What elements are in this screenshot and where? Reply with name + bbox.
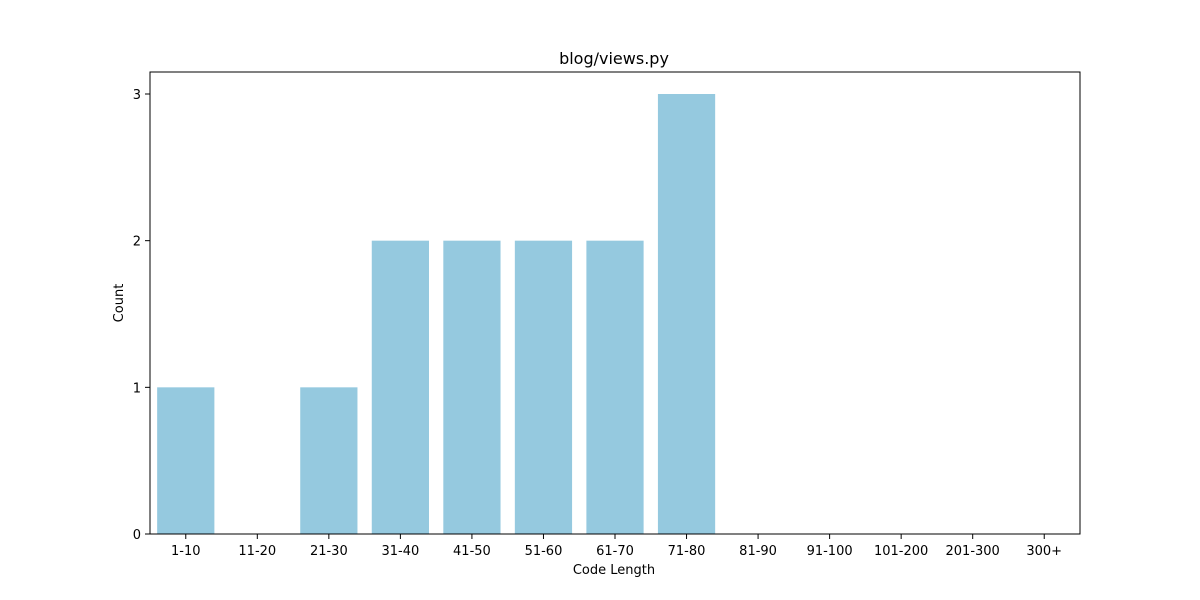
x-tick-label: 41-50 bbox=[453, 544, 491, 559]
x-tick-label: 91-100 bbox=[807, 544, 853, 559]
y-axis-label: Count bbox=[112, 284, 127, 323]
bar-41-50 bbox=[443, 240, 501, 534]
bars-group bbox=[157, 94, 716, 534]
y-tick-label: 0 bbox=[133, 528, 141, 543]
x-tick-label: 51-60 bbox=[525, 544, 563, 559]
x-tick-label: 300+ bbox=[1026, 544, 1062, 559]
y-tick-label: 1 bbox=[133, 381, 141, 396]
x-tick-label: 81-90 bbox=[739, 544, 777, 559]
x-tick-label: 1-10 bbox=[171, 544, 201, 559]
bar-1-10 bbox=[157, 387, 215, 534]
x-axis: 1-10 11-20 21-30 31-40 41-50 51-60 61-70 71-80 8… bbox=[171, 534, 1062, 559]
y-axis: 0 1 2 3 bbox=[133, 88, 150, 543]
x-tick-label: 61-70 bbox=[596, 544, 634, 559]
y-tick-label: 2 bbox=[133, 235, 141, 250]
bar-31-40 bbox=[371, 240, 429, 534]
x-tick-label: 71-80 bbox=[668, 544, 706, 559]
x-tick-label: 21-30 bbox=[310, 544, 348, 559]
x-tick-label: 101-200 bbox=[874, 544, 928, 559]
bar-51-60 bbox=[514, 240, 573, 534]
y-tick-label: 3 bbox=[133, 88, 141, 103]
bar-61-70 bbox=[586, 240, 644, 534]
x-axis-label: Code Length bbox=[573, 563, 655, 578]
x-tick-label: 11-20 bbox=[238, 544, 276, 559]
x-tick-label: 31-40 bbox=[381, 544, 419, 559]
bar-21-30 bbox=[300, 387, 358, 534]
chart-title: blog/views.py bbox=[559, 49, 669, 68]
x-tick-label: 201-300 bbox=[946, 544, 1000, 559]
bar-71-80 bbox=[657, 94, 716, 534]
